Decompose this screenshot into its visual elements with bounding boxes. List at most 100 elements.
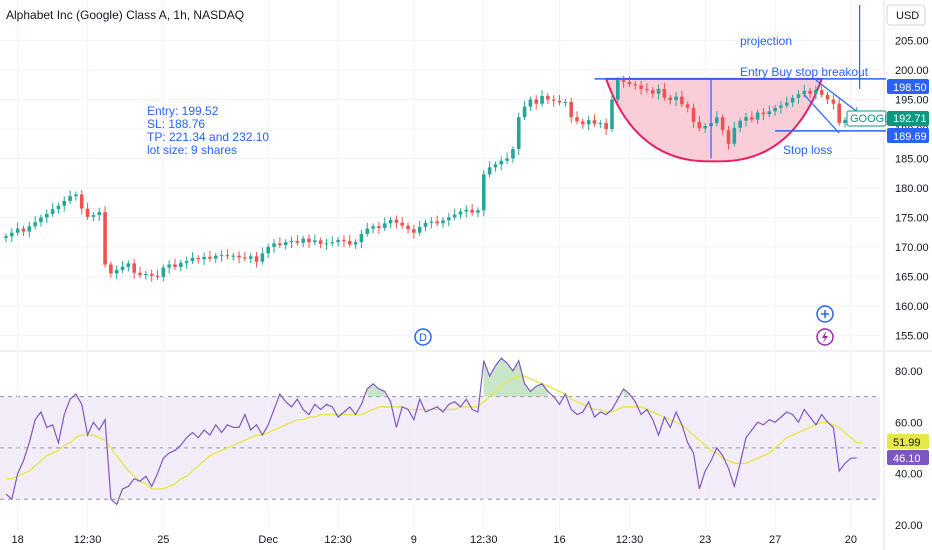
candle-body	[703, 126, 707, 129]
candle-body	[179, 262, 183, 267]
candle-body	[784, 102, 789, 106]
note-sl: SL: 188.76	[147, 117, 205, 131]
candle-body	[802, 90, 807, 95]
candle-body	[149, 273, 154, 276]
candle-body	[248, 256, 253, 259]
note-entry: Entry: 199.52	[147, 104, 219, 118]
candle-body	[289, 240, 294, 243]
candle-body	[225, 255, 230, 257]
time-tick-label: 23	[699, 534, 711, 546]
candle-body	[330, 242, 335, 244]
candle-body	[481, 174, 486, 211]
cup-pattern-drawing[interactable]	[604, 77, 824, 163]
plus-circle-icon[interactable]	[816, 305, 834, 323]
candle-body	[208, 256, 212, 259]
candle-body	[528, 99, 533, 107]
candle-body	[586, 120, 591, 125]
candle-body	[324, 243, 329, 245]
candle-body	[342, 239, 346, 241]
candle-body	[10, 232, 14, 237]
candle-body	[662, 88, 667, 98]
candle-body	[458, 211, 463, 215]
rsi-tick-label: 40.00	[895, 469, 923, 481]
candle-body	[627, 81, 632, 85]
candle-body	[406, 225, 410, 230]
candle-body	[97, 212, 102, 216]
rsi-axis[interactable]: 20.00 40.00 60.00 80.00	[895, 366, 923, 532]
rsi-line	[5, 357, 857, 506]
flag-lower-line[interactable]	[803, 94, 840, 134]
candle-body	[68, 196, 72, 201]
candle-body	[423, 222, 428, 227]
candle-body	[650, 90, 655, 94]
dividend-marker-letter: D	[419, 332, 427, 344]
trade-drawings[interactable]	[594, 5, 886, 159]
candle-body	[656, 88, 661, 94]
ticker-tag[interactable]: GOOGL	[846, 110, 890, 127]
time-tick-label: 12:30	[616, 534, 644, 546]
trade-notes: Entry: 199.52 SL: 188.76 TP: 221.34 and …	[147, 104, 269, 157]
last-price-pill: 192.71	[887, 111, 929, 126]
candle-body	[563, 101, 568, 103]
candle-body	[103, 212, 107, 265]
price-tick-label: 195.00	[895, 95, 929, 107]
dividend-marker-icon[interactable]: D	[414, 328, 432, 346]
candle-body	[645, 88, 649, 91]
candle-body	[831, 99, 836, 104]
note-tp: TP: 221.34 and 232.10	[147, 130, 269, 144]
time-axis[interactable]: 18 12:30 25 Dec 12:30 9 12:30 16 12:30 23 27 20	[12, 534, 857, 546]
candle-body	[540, 96, 544, 104]
candle-body	[74, 194, 78, 197]
time-tick-label: 25	[157, 534, 169, 546]
rsi-ma-line	[6, 375, 863, 490]
candle-body	[697, 121, 702, 129]
candle-body	[336, 239, 340, 243]
price-tick-label: 205.00	[895, 36, 929, 48]
price-tick-label: 185.00	[895, 153, 929, 165]
candle-body	[557, 100, 562, 103]
candle-body	[173, 264, 177, 267]
flag-upper-line[interactable]	[815, 79, 858, 112]
candle-body	[441, 220, 445, 224]
candle-body	[132, 263, 136, 273]
candle-body	[126, 263, 131, 267]
candle-body	[231, 255, 236, 257]
candle-body	[720, 117, 725, 131]
candle-body	[371, 226, 375, 229]
candle-body	[272, 243, 276, 247]
candle-body	[307, 238, 311, 243]
ticker-symbol: GOOGL	[850, 113, 890, 125]
candle-body	[452, 214, 457, 218]
currency-label: USD	[896, 10, 919, 22]
candle-body	[598, 123, 603, 125]
rsi-overbought-fill	[75, 358, 630, 397]
candle-body	[318, 240, 323, 244]
currency-button[interactable]: USD	[886, 4, 926, 26]
candle-body	[412, 229, 416, 233]
candle-body	[167, 264, 171, 268]
time-tick-label: 20	[845, 534, 857, 546]
candle-body	[551, 99, 556, 101]
candle-body	[313, 240, 317, 243]
price-tick-label: 165.00	[895, 271, 929, 283]
candle-body	[301, 238, 305, 243]
candle-body	[417, 226, 422, 233]
candle-body	[633, 84, 638, 86]
lightning-icon[interactable]	[816, 328, 834, 346]
candle-body	[429, 221, 434, 223]
candle-body	[400, 222, 405, 226]
candle-body	[522, 106, 527, 118]
candle-body	[581, 121, 585, 125]
price-tick-label: 180.00	[895, 183, 929, 195]
candle-body	[39, 217, 43, 223]
candle-body	[377, 226, 381, 229]
price-tick-label: 160.00	[895, 301, 929, 313]
candle-body	[190, 258, 195, 262]
candle-body	[79, 194, 84, 209]
candle-body	[511, 149, 515, 159]
candle-body	[755, 112, 760, 120]
candle-body	[237, 255, 241, 258]
rsi-tick-label: 20.00	[895, 520, 923, 532]
candle-body	[493, 164, 498, 168]
